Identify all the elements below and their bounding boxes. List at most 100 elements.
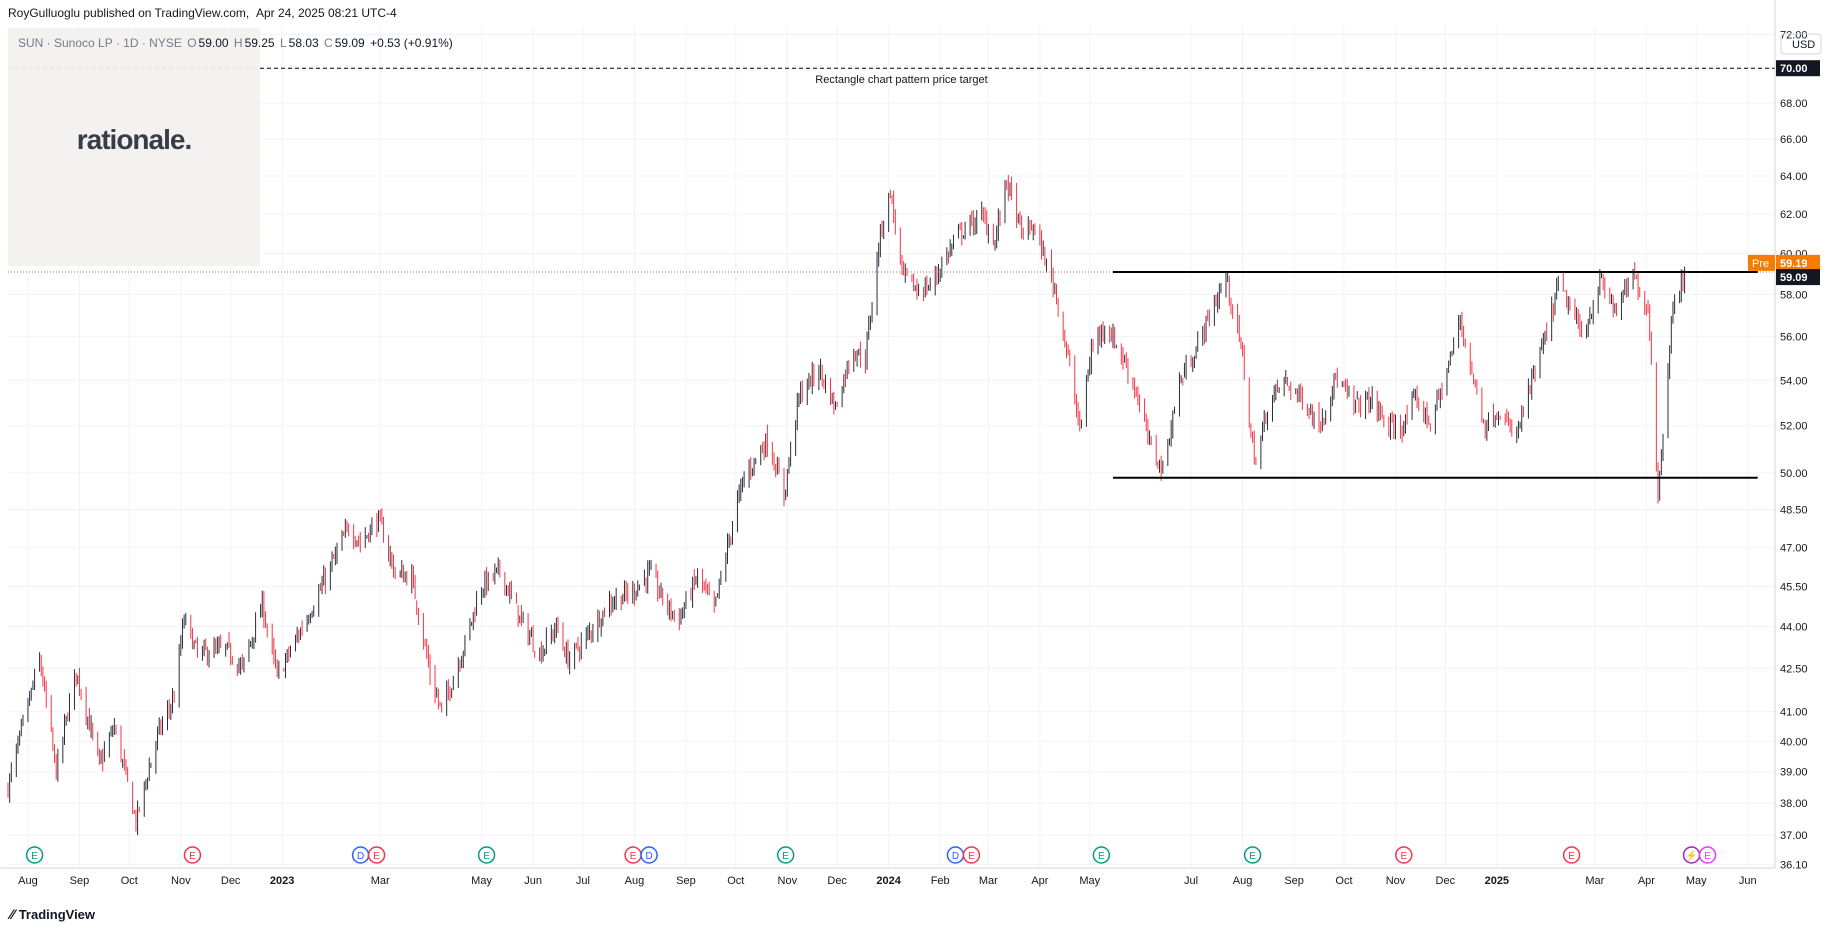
price-target-label: Rectangle chart pattern price target [815, 74, 987, 86]
event-earnings-future-marker [1698, 846, 1717, 864]
chart-grid [8, 26, 1775, 868]
event-dividend-letter: D [357, 851, 364, 862]
price-axis[interactable]: 36.10 37.00 38.00 39.00 40.00 41.00 42.50 44.00… [1748, 0, 1822, 872]
currency-button [1780, 33, 1822, 55]
time-tick-label: Dec [1436, 875, 1456, 887]
time-tick-label: Nov [171, 875, 191, 887]
price-tick-label: 50.00 [1780, 468, 1808, 480]
time-tick-label: Dec [827, 875, 847, 887]
time-tick-label: Jul [576, 875, 590, 887]
high-label: H [233, 36, 243, 50]
target-price-tag [1776, 60, 1820, 77]
rationale-logo: rationale. [76, 124, 192, 155]
price-tick-label: 45.50 [1780, 581, 1808, 593]
price-tick-label: 38.00 [1780, 798, 1808, 810]
open-label: O [187, 36, 197, 50]
price-tick-label: 39.00 [1780, 767, 1808, 779]
time-tick-label: Jun [524, 875, 542, 887]
time-tick-label: Oct [1335, 875, 1352, 887]
event-earnings-up-letter: E [1098, 851, 1105, 862]
low-value: 58.03 [288, 36, 319, 50]
price-tick-label: 54.00 [1780, 375, 1808, 387]
event-earnings-up-letter: E [782, 851, 789, 862]
event-earnings-up-marker [477, 846, 496, 864]
pre-market-tag-text: 59.19 [1780, 258, 1808, 270]
price-tick-label: 47.00 [1780, 542, 1808, 554]
change-value: +0.53 (+0.91%) [370, 36, 453, 50]
event-earnings-up-marker [1092, 846, 1111, 864]
time-tick-label: Nov [778, 875, 798, 887]
event-earnings-down-marker [183, 846, 202, 864]
price-tick-label: 37.00 [1780, 830, 1808, 842]
event-earnings-up-marker [1243, 846, 1262, 864]
publish-date: Apr 24, 2025 08:21 UTC-4 [255, 6, 397, 20]
time-tick-label: Feb [931, 875, 950, 887]
last-price-tag [1776, 269, 1820, 286]
event-earnings-up-letter: E [1249, 851, 1256, 862]
time-tick-label: Apr [1031, 875, 1048, 887]
time-tick-label: Jul [1184, 875, 1198, 887]
event-earnings-future-letter: E [1704, 851, 1711, 862]
time-tick-label: May [471, 875, 492, 887]
event-earnings-down-letter: E [968, 851, 975, 862]
publish-header: RoyGulluoglu published on TradingView.co… [8, 6, 401, 20]
target-price-tag-text: 70.00 [1780, 63, 1808, 75]
close-label: C [324, 36, 333, 50]
event-split-letter: ⚡ [1685, 849, 1697, 862]
time-tick-label: Aug [18, 875, 38, 887]
publisher-text: RoyGulluoglu published on TradingView.co… [8, 6, 250, 20]
high-value: 59.25 [244, 36, 275, 50]
time-tick-label: May [1079, 875, 1100, 887]
time-tick-label: Nov [1386, 875, 1406, 887]
event-markers: E E D E E E D E D E E E E E ⚡ E [25, 846, 1717, 864]
time-tick-label: Mar [371, 875, 390, 887]
price-tick-label: 68.00 [1780, 98, 1808, 110]
price-tick-label: 40.00 [1780, 736, 1808, 748]
chart-drawings: Rectangle chart pattern price target [8, 67, 1775, 479]
pre-market-tag [1776, 254, 1820, 271]
time-tick-label: Sep [1284, 875, 1304, 887]
last-price-tag-text: 59.09 [1780, 272, 1808, 284]
price-tick-label: 56.00 [1780, 332, 1808, 344]
event-earnings-down-marker [1395, 846, 1413, 864]
price-tick-label: 72.00 [1780, 29, 1808, 41]
event-earnings-up-letter: E [483, 851, 490, 862]
price-tick-label: 44.00 [1780, 622, 1808, 634]
time-tick-label: 2023 [270, 875, 294, 887]
event-earnings-down-marker [1562, 846, 1581, 864]
time-tick-label: Mar [979, 875, 998, 887]
event-earnings-down-letter: E [1568, 851, 1575, 862]
tradingview-brand[interactable]: ⁄⁄ TradingView [10, 906, 95, 922]
event-earnings-down-letter: E [1400, 851, 1407, 862]
time-tick-label: 2025 [1485, 875, 1509, 887]
time-tick-label: Oct [121, 875, 138, 887]
event-dividend-marker [640, 846, 658, 864]
time-tick-label: Apr [1638, 875, 1655, 887]
tradingview-logo-icon: ⁄⁄ [10, 906, 15, 922]
price-tick-label: 66.00 [1780, 134, 1808, 146]
tradingview-brand-text: TradingView [18, 907, 96, 922]
time-tick-label: Oct [727, 875, 744, 887]
event-earnings-down-marker [367, 846, 386, 864]
event-earnings-down-letter: E [630, 851, 637, 862]
time-tick-label: Jun [1739, 875, 1757, 887]
symbol-legend: SUN · Sunoco LP · 1D · NYSE O 59.00 H 59.2… [18, 36, 455, 50]
price-tick-label: 52.00 [1780, 421, 1808, 433]
open-value: 59.00 [198, 36, 229, 50]
price-tick-label: 36.10 [1780, 860, 1808, 872]
price-tick-label: 42.50 [1780, 663, 1808, 675]
pre-market-tag-prefix-text: Pre [1752, 258, 1769, 270]
price-tick-label: 48.50 [1780, 505, 1808, 517]
time-axis[interactable]: Aug Sep Oct Nov Dec 2023 Mar May Jun Jul Aug Sep Oct… [0, 867, 1775, 887]
event-earnings-down-marker [962, 846, 981, 864]
price-tick-label: 58.00 [1780, 289, 1808, 301]
price-tick-label: 41.00 [1780, 707, 1808, 719]
close-value: 59.09 [334, 36, 365, 50]
event-dividend-letter: D [645, 851, 652, 862]
symbol-name[interactable]: SUN · Sunoco LP · 1D · NYSE [18, 36, 182, 50]
price-tick-label: 62.00 [1780, 209, 1808, 221]
time-tick-label: Sep [70, 875, 90, 887]
event-earnings-up-marker [776, 846, 795, 864]
time-tick-label: 2024 [876, 875, 901, 887]
